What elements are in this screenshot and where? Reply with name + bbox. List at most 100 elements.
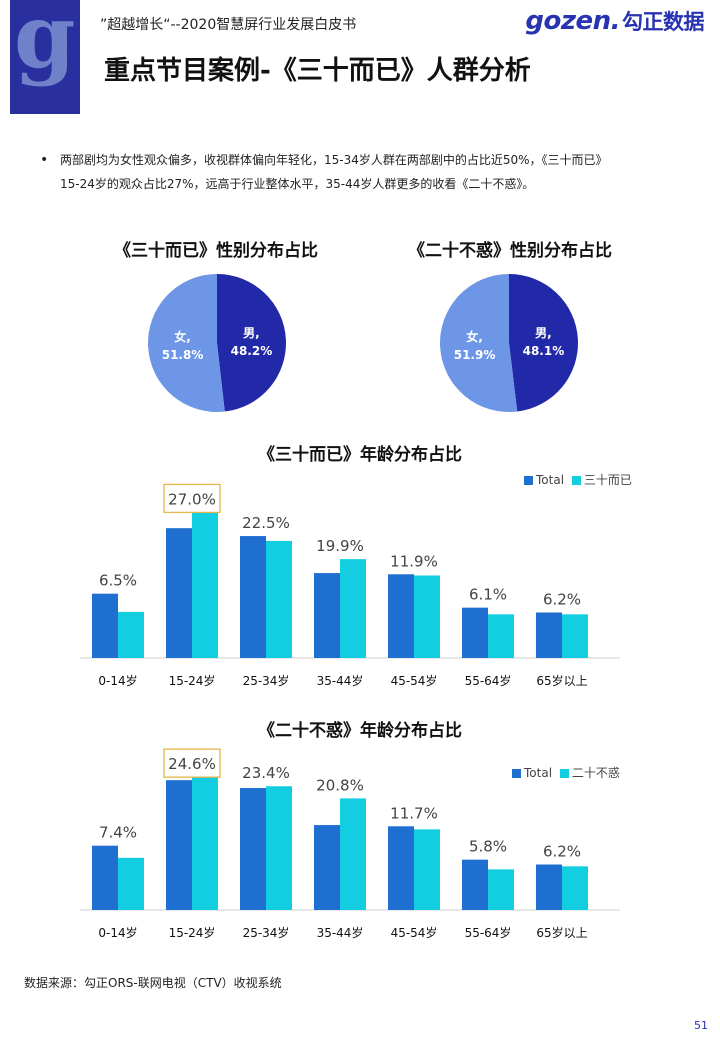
bar-series (118, 611, 144, 658)
bar-value-label: 5.8% (469, 838, 507, 856)
bar-series (562, 866, 588, 910)
bar-series (192, 777, 218, 910)
bar-series (340, 798, 366, 910)
legend-series-swatch (559, 769, 569, 778)
bar-value-label: 20.8% (316, 776, 364, 794)
bar-value-label: 11.9% (390, 552, 438, 570)
pie-chart-sanshi: 男, 48.2% 女, 51.8% (148, 274, 286, 412)
bar-total (92, 593, 118, 658)
data-source: 数据来源：勾正ORS-联网电视（CTV）收视系统 (24, 976, 282, 990)
bar-series (266, 540, 292, 658)
category-tick-label: 45-54岁 (391, 925, 438, 940)
highlight-box (163, 748, 221, 778)
pie-1-title: 《三十而已》性别分布占比 (114, 241, 318, 261)
bar-total (314, 573, 340, 658)
bar-1-legend: Total 三十而已 (524, 471, 632, 488)
pie-chart-ershi: 男, 48.1% 女, 51.9% (439, 274, 578, 412)
logo-block: g (10, 0, 80, 114)
bar-value-label: 19.9% (316, 537, 364, 555)
bar-chart-sanshi: 6.5% 0-14岁 27.0% 15-24岁 22.5% 25-34岁 19.9% 35-4… (80, 483, 620, 688)
legend-total-label: Total (524, 766, 553, 780)
category-tick-label: 15-24岁 (169, 925, 216, 940)
pie-slice-value: 51.9% (454, 348, 496, 362)
category-tick-label: 25-34岁 (243, 925, 290, 940)
pie-slice-label: 男, (243, 326, 260, 340)
category-tick-label: 55-64岁 (465, 673, 512, 688)
summary-line-1: 两部剧均为女性观众偏多，收视群体偏向年轻化，15-34岁人群在两部剧中的占比近5… (60, 153, 608, 167)
pie-slice-label: 女, (174, 329, 191, 344)
brand-chinese: 勾正数据 (622, 10, 705, 34)
pie-slice-female (148, 274, 225, 412)
bar-series (192, 512, 218, 658)
pie-slice-female (439, 274, 518, 412)
bullet-icon: • (40, 152, 49, 168)
bar-total (462, 859, 488, 910)
bar-total (240, 788, 266, 910)
bar-value-label: 11.7% (390, 804, 438, 822)
category-tick-label: 0-14岁 (98, 673, 137, 688)
category-tick-label: 35-44岁 (317, 925, 364, 940)
summary-text: 两部剧均为女性观众偏多，收视群体偏向年轻化，15-34岁人群在两部剧中的占比近5… (60, 148, 700, 196)
bar-value-label: 22.5% (242, 514, 290, 532)
bar-total (314, 825, 340, 910)
bar-series (414, 829, 440, 910)
category-tick-label: 65岁以上 (536, 925, 587, 940)
pie-slice-label: 女, (466, 329, 483, 344)
bar-value-label: 6.2% (543, 591, 581, 609)
bar-value-label: 6.1% (469, 586, 507, 604)
logo-g-icon: g (14, 0, 76, 88)
pie-slice-value: 48.1% (523, 344, 565, 358)
highlight-box (163, 483, 221, 514)
bar-value-label: 23.4% (242, 764, 290, 782)
bar-series (118, 857, 144, 910)
legend-total-swatch (512, 769, 521, 778)
bar-chart-ershi: 7.4% 0-14岁 24.6% 15-24岁 23.4% 25-34岁 20.8% 35-4… (80, 748, 620, 940)
brand-logo: gozen.勾正数据 (525, 6, 704, 36)
bar-value-label: 6.5% (99, 572, 137, 590)
legend-series-label: 二十不惑 (571, 766, 620, 780)
pie-2-title: 《二十不惑》性别分布占比 (408, 241, 612, 261)
category-tick-label: 35-44岁 (317, 673, 364, 688)
bar-1-title: 《三十而已》年龄分布占比 (258, 445, 462, 465)
pie-slice-label: 男, (535, 326, 552, 340)
legend-series-label: 三十而已 (583, 473, 632, 487)
bar-value-label: 24.6% (168, 755, 216, 773)
legend-total-label: Total (536, 473, 565, 487)
pie-slice-male (217, 274, 286, 412)
bar-2-title: 《二十不惑》年龄分布占比 (258, 721, 462, 741)
page-number: 51 (694, 1019, 708, 1032)
document-title: ”超越增长“--2020智慧屏行业发展白皮书 (100, 17, 357, 33)
category-tick-label: 45-54岁 (391, 673, 438, 688)
pie-slice-value: 51.8% (162, 348, 204, 362)
bar-series (488, 869, 514, 910)
bar-2-legend: Total 二十不惑 (512, 764, 620, 781)
category-tick-label: 65岁以上 (536, 673, 587, 688)
brand-latin: gozen. (525, 6, 620, 36)
bar-total (388, 574, 414, 658)
bar-series (266, 786, 292, 910)
legend-series-swatch (571, 476, 581, 485)
bar-series (414, 575, 440, 658)
page-title: 重点节目案例-《三十而已》人群分析 (104, 56, 531, 86)
bar-series (562, 614, 588, 658)
bar-total (92, 845, 118, 910)
pie-slice-male (509, 274, 578, 412)
category-tick-label: 25-34岁 (243, 673, 290, 688)
bar-series (488, 614, 514, 658)
summary-line-2: 15-24岁的观众占比27%，远高于行业整体水平，35-44岁人群更多的收看《二… (60, 177, 535, 191)
bar-value-label: 6.2% (543, 843, 581, 861)
bar-total (388, 826, 414, 910)
bar-total (536, 612, 562, 658)
bar-series (340, 559, 366, 658)
pie-slice-value: 48.2% (231, 344, 273, 358)
bar-total (240, 536, 266, 658)
bar-value-label: 7.4% (99, 824, 137, 842)
bar-total (536, 864, 562, 910)
bar-total (462, 607, 488, 658)
category-tick-label: 15-24岁 (169, 673, 216, 688)
bar-total (166, 780, 192, 910)
bar-value-label: 27.0% (168, 490, 216, 508)
category-tick-label: 0-14岁 (98, 925, 137, 940)
legend-total-swatch (524, 476, 533, 485)
bar-total (166, 528, 192, 658)
